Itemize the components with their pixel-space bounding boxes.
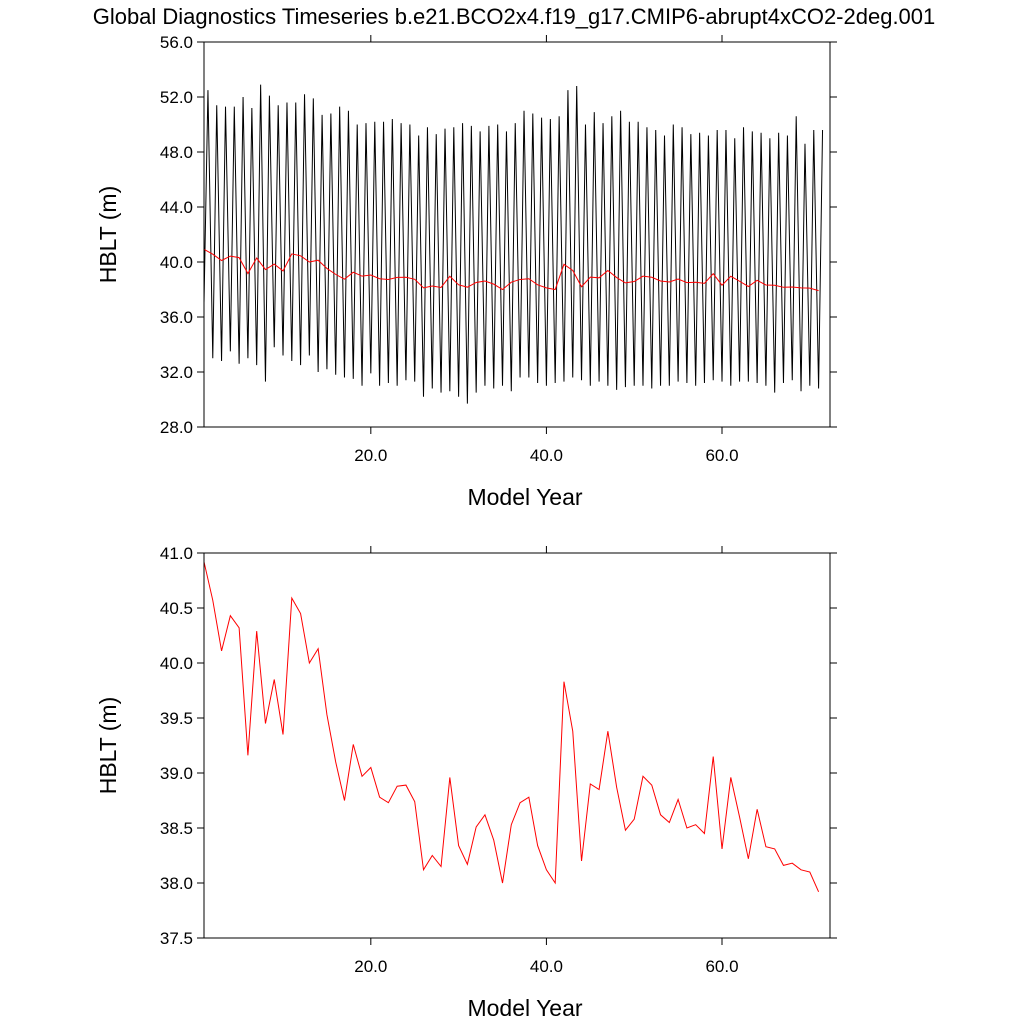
x-tick-label: 20.0	[354, 957, 387, 976]
chart-panel: 37.5 38.0 38.5 39.0 39.5 40.0 40.5 41.0 20.0 40.0…	[95, 544, 837, 1021]
y-tick-label: 37.5	[160, 929, 193, 948]
y-tick-label: 39.5	[160, 709, 193, 728]
y-tick-label: 48.0	[160, 143, 193, 162]
x-tick-label: 60.0	[705, 446, 738, 465]
plot-frame	[203, 552, 831, 939]
chart-panel: 28.0 32.0 36.0 40.0 44.0 48.0 52.0 56.0 20.0 40.0…	[95, 33, 837, 510]
plot-frame	[203, 41, 831, 428]
y-tick-label: 52.0	[160, 88, 193, 107]
y-tick-label: 28.0	[160, 418, 193, 437]
x-tick-label: 40.0	[530, 446, 563, 465]
y-axis-label: HBLT (m)	[95, 186, 121, 284]
data-line	[204, 248, 819, 292]
y-tick-label: 39.0	[160, 764, 193, 783]
x-tick-label: 20.0	[354, 446, 387, 465]
data-line	[204, 84, 824, 404]
y-tick-label: 40.0	[160, 654, 193, 673]
x-tick-label: 40.0	[530, 957, 563, 976]
data-line	[204, 561, 820, 893]
y-tick-label: 38.0	[160, 874, 193, 893]
y-tick-label: 36.0	[160, 308, 193, 327]
y-tick-label: 44.0	[160, 198, 193, 217]
y-tick-label: 38.5	[160, 819, 193, 838]
page-title: Global Diagnostics Timeseries b.e21.BCO2…	[93, 4, 936, 29]
y-axis-label: HBLT (m)	[95, 697, 121, 795]
x-tick-label: 60.0	[705, 957, 738, 976]
x-axis-label: Model Year	[467, 484, 582, 510]
plot-area	[204, 561, 820, 893]
y-tick-label: 56.0	[160, 33, 193, 52]
x-axis-label: Model Year	[467, 995, 582, 1021]
y-tick-label: 32.0	[160, 363, 193, 382]
plot-area	[204, 84, 824, 404]
y-tick-label: 40.0	[160, 253, 193, 272]
y-tick-label: 41.0	[160, 544, 193, 563]
y-tick-label: 40.5	[160, 599, 193, 618]
